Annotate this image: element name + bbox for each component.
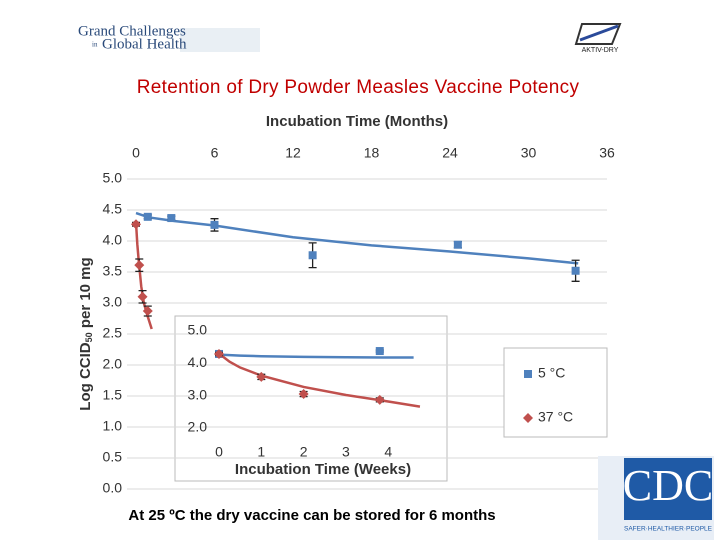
point: [453, 240, 462, 249]
cdc-text: CDC: [623, 461, 713, 510]
y-tick-label: 1.0: [103, 418, 123, 434]
y-tick-label: 5.0: [103, 170, 123, 186]
x-tick-label: 30: [521, 145, 537, 161]
x-tick-label: 6: [211, 145, 219, 161]
y-tick-label: 4.5: [103, 201, 123, 217]
point: [308, 251, 317, 260]
x-tick-label: 1: [257, 444, 265, 460]
y-tick-label: 2.5: [103, 325, 123, 341]
logo-text: in: [92, 41, 98, 49]
y-tick-label: 0.0: [103, 480, 123, 496]
main-chart: 0.00.51.01.52.02.53.03.54.04.55.00 6 12 18 2…: [77, 113, 615, 496]
legend-frame: [503, 347, 608, 438]
inset-frame: [174, 315, 448, 482]
cdc-logo: CDC SAFER·HEALTHIER·PEOPLE: [598, 456, 714, 540]
point: [134, 260, 145, 271]
x-axis-title: Incubation Time (Weeks): [235, 461, 411, 478]
legend-label: 5 °C: [538, 365, 565, 381]
point: [256, 371, 267, 382]
y-tick-label: 2.0: [103, 356, 123, 372]
x-tick-label: 0: [215, 444, 223, 460]
cdc-tagline: SAFER·HEALTHIER·PEOPLE: [624, 526, 713, 533]
legend-label: 37 °C: [538, 409, 573, 425]
point: [298, 389, 309, 400]
point: [523, 413, 533, 423]
y-tick-label: 3.0: [103, 294, 123, 310]
point: [375, 347, 384, 356]
point: [167, 214, 176, 223]
x-axis-title: Incubation Time (Months): [266, 113, 448, 130]
point: [143, 212, 152, 221]
cdc-box: [624, 458, 712, 520]
x-tick-label: 18: [364, 145, 380, 161]
x-tick-label: 3: [342, 444, 350, 460]
x-tick-label: 12: [285, 145, 301, 161]
fit-line: [135, 211, 579, 265]
y-tick-label: 4.0: [188, 354, 208, 370]
y-axis-title-part: 50: [84, 332, 94, 342]
logo-left: Grand Challenges in Global Health: [78, 23, 260, 52]
y-tick-label: 3.0: [188, 386, 208, 402]
logo-shape: [579, 24, 619, 42]
y-tick-label: 5.0: [188, 322, 208, 338]
y-tick-label: 1.5: [103, 387, 123, 403]
point: [210, 220, 219, 229]
logo-text: AKTIV-DRY: [582, 47, 619, 54]
point: [374, 394, 385, 405]
y-axis-title-part: per 10 mg: [77, 257, 94, 332]
fit-line: [218, 353, 414, 359]
point: [571, 266, 580, 275]
point: [137, 291, 148, 302]
x-tick-label: 36: [599, 145, 615, 161]
point: [131, 219, 141, 230]
point: [142, 306, 153, 317]
logo-map: [180, 28, 260, 52]
footnote: At 25 ºC the dry vaccine can be stored f…: [128, 507, 495, 524]
y-tick-label: 4.0: [103, 232, 123, 248]
point: [524, 370, 532, 378]
x-tick-label: 2: [300, 444, 308, 460]
y-tick-label: 3.5: [103, 263, 123, 279]
y-tick-label: 2.0: [188, 419, 208, 435]
x-tick-label: 4: [384, 444, 392, 460]
y-axis-title: Log CCID50 per 10 mg: [77, 257, 94, 410]
logo-text: Grand Challenges: [78, 23, 186, 39]
logo-right: AKTIV-DRY: [574, 23, 622, 54]
x-tick-label: 0: [132, 145, 140, 161]
y-tick-label: 0.5: [103, 449, 123, 465]
x-tick-label: 24: [442, 145, 458, 161]
y-axis-title-part: Log CCID: [77, 342, 94, 410]
logo-text: Global Health: [102, 36, 187, 52]
chart-title: Retention of Dry Powder Measles Vaccine …: [137, 77, 580, 98]
point: [214, 348, 224, 359]
